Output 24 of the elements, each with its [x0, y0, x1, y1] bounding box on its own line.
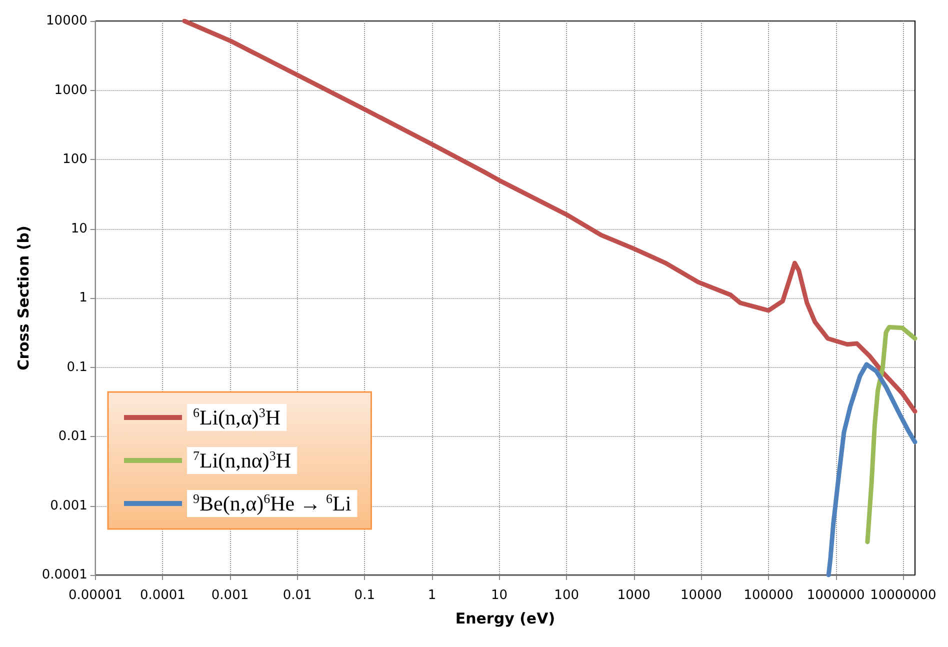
- y-tick-label: 0.0001: [42, 568, 88, 582]
- x-tick-label: 100000: [744, 588, 794, 603]
- y-tick-label: 10: [70, 221, 88, 236]
- x-axis-title: Energy (eV): [455, 610, 556, 628]
- x-tick-label: 1: [428, 588, 436, 603]
- x-tick-label: 0.001: [211, 588, 249, 603]
- x-tick-label: 100: [554, 588, 579, 603]
- y-tick-label: 100: [62, 152, 88, 167]
- x-tick-label: 1000000: [806, 588, 865, 603]
- x-tick-label: 10000: [680, 588, 722, 603]
- x-tick-label: 0.0001: [140, 588, 186, 603]
- x-tick-label: 0.01: [282, 588, 312, 603]
- y-tick-label: 10000: [46, 14, 88, 28]
- y-tick-label: 0.1: [66, 360, 88, 375]
- x-tick-label: 0.1: [354, 588, 375, 603]
- y-tick-label: 1: [79, 290, 88, 306]
- y-tick-label: 1000: [54, 82, 88, 98]
- x-tick-label: 10000000: [870, 588, 936, 603]
- x-tick-label: 10: [490, 588, 508, 603]
- x-tick-label: 1000: [617, 588, 650, 603]
- y-tick-label: 0.01: [58, 429, 88, 444]
- y-axis-title: Cross Section (b): [14, 226, 32, 370]
- x-tick-label: 0.00001: [68, 588, 122, 603]
- y-tick-label: 0.001: [50, 498, 88, 514]
